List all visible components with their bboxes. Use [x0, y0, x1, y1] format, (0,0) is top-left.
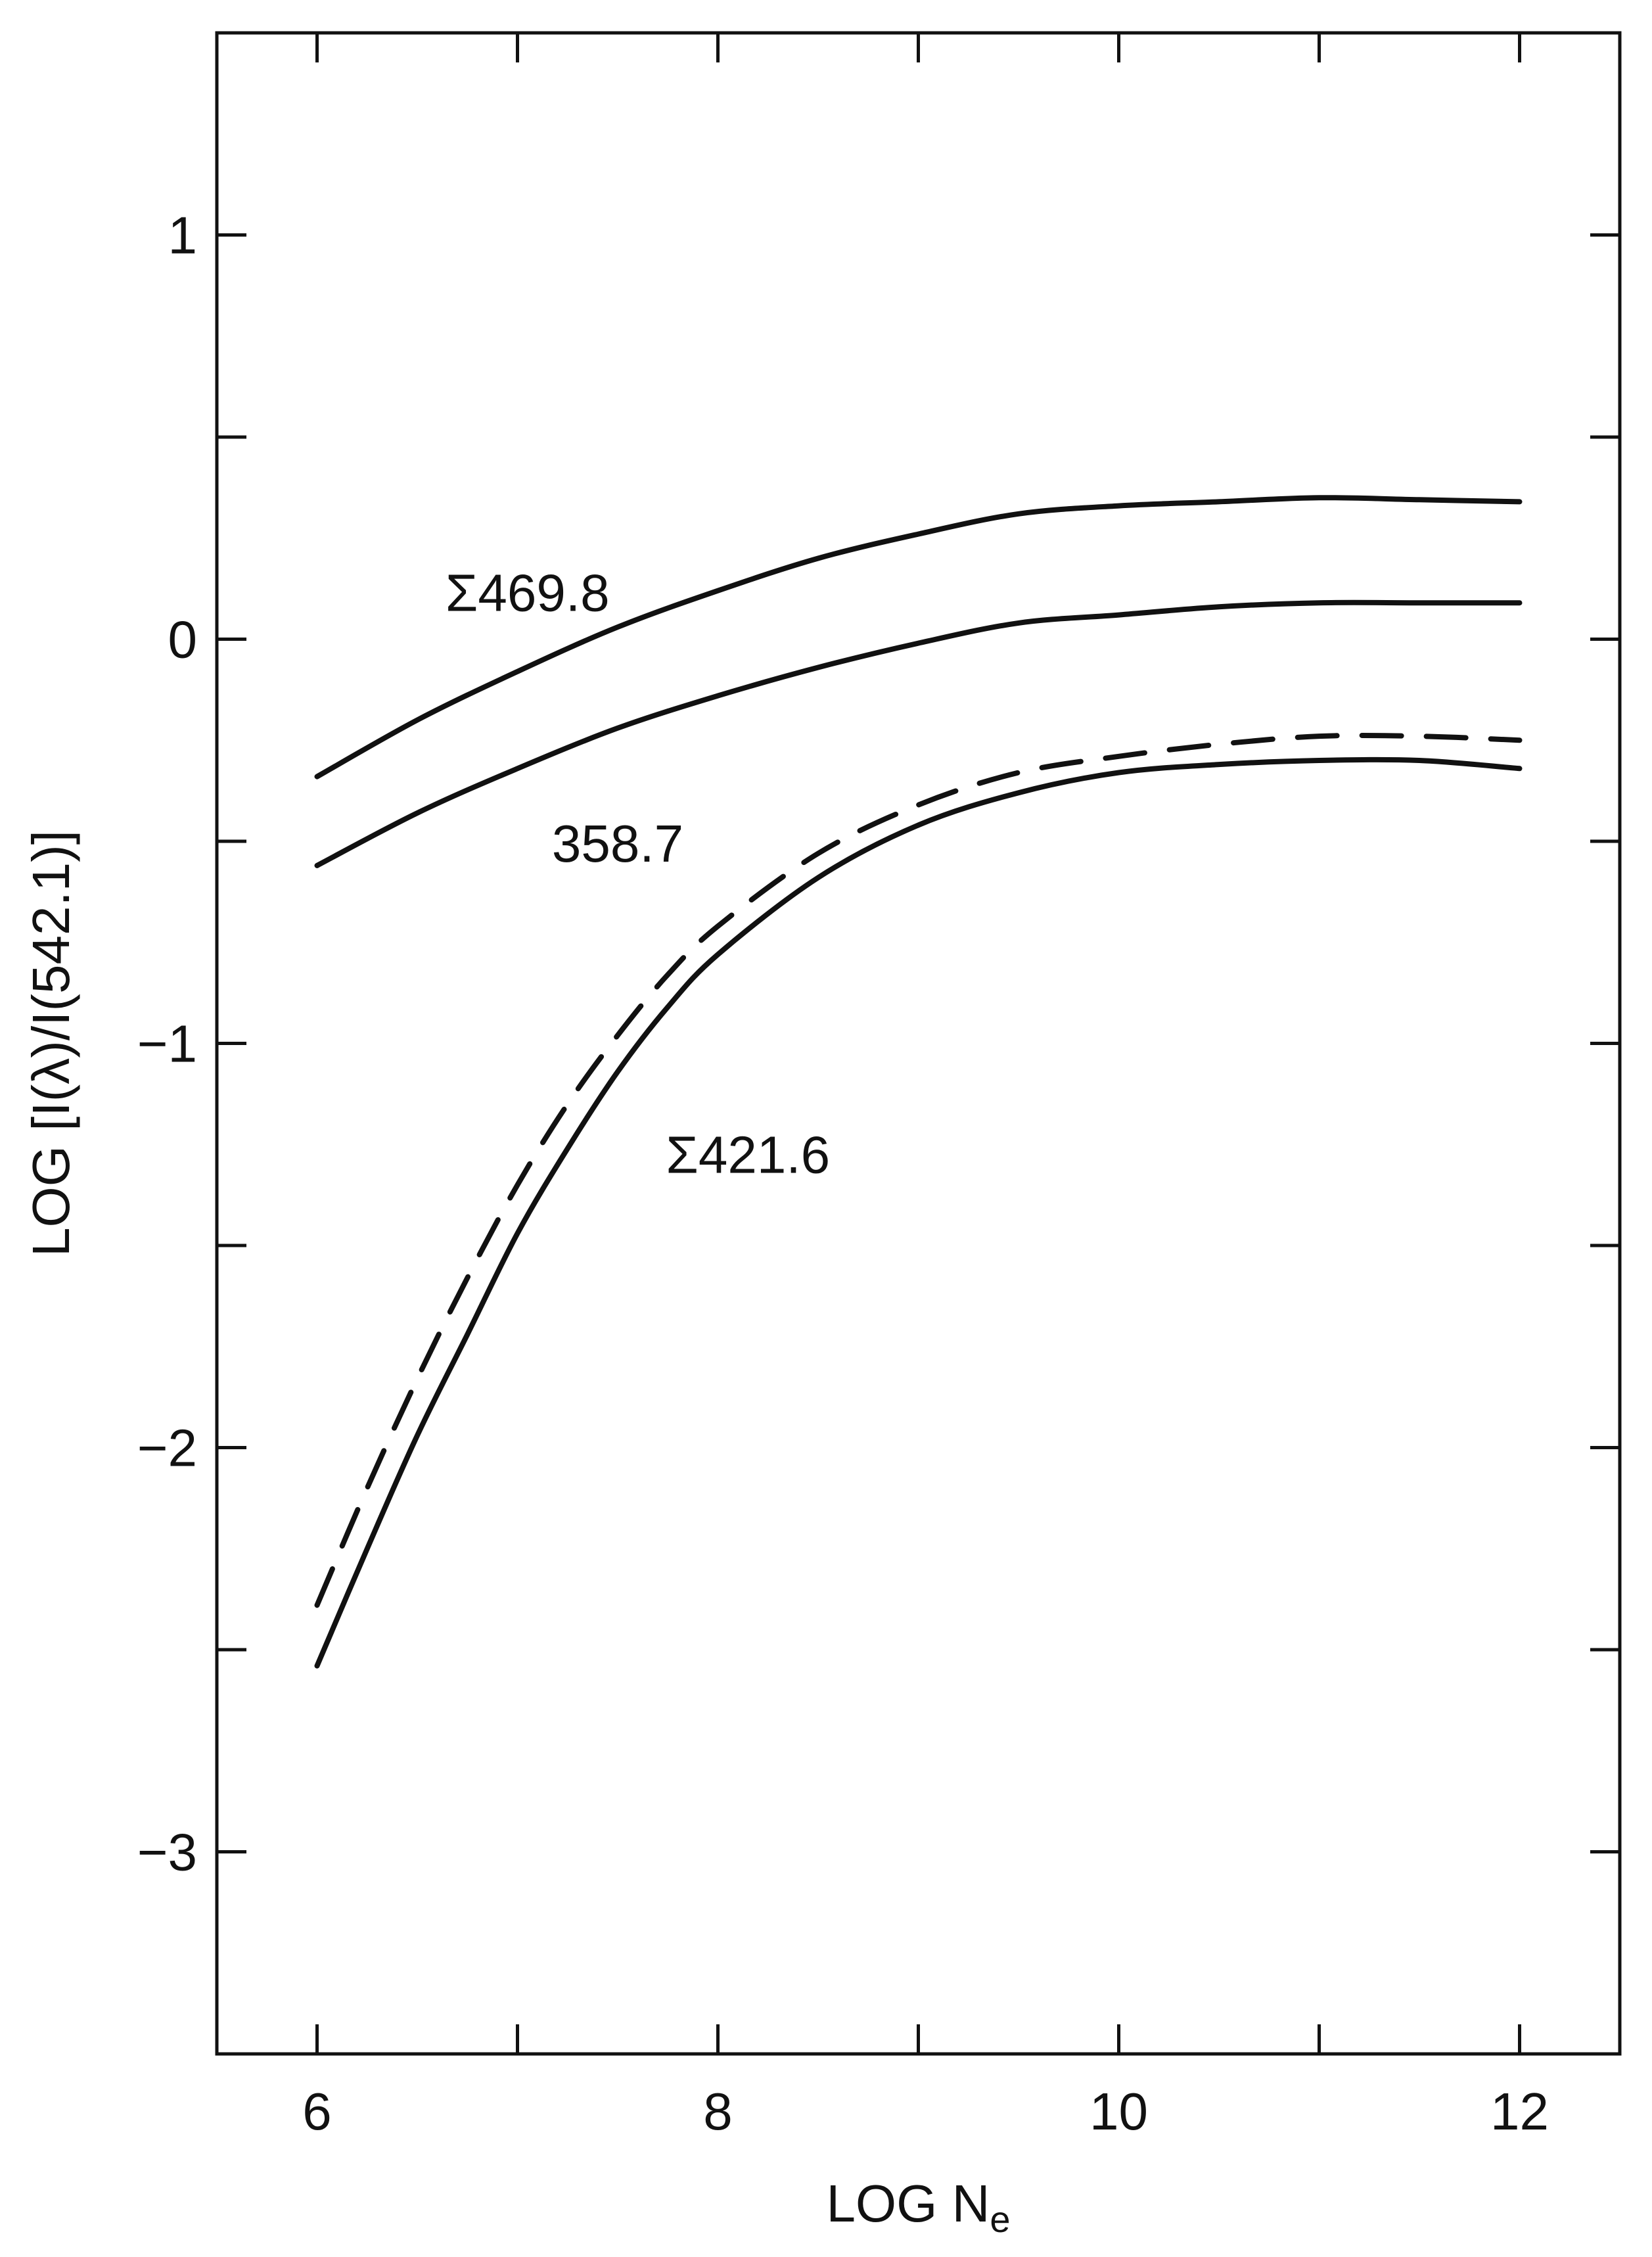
x-tick-label: 10	[1090, 2082, 1148, 2141]
x-axis-label: LOG Ne	[826, 2174, 1010, 2240]
y-tick-label: −1	[137, 1015, 197, 1073]
series-label-2: Σ421.6	[666, 1125, 830, 1184]
series-line-dashed	[314, 732, 1523, 1608]
y-axis-label: LOG [I(λ)/I(542.1)]	[22, 830, 80, 1257]
y-tick-label: −2	[137, 1419, 197, 1478]
y-tick-label: −3	[137, 1823, 197, 1882]
x-axis-label-subscript: e	[990, 2199, 1010, 2240]
series-line-2	[314, 756, 1523, 1669]
x-tick-label: 8	[703, 2082, 733, 2141]
series-layer	[314, 495, 1523, 1669]
series-label-1: 358.7	[552, 814, 683, 873]
x-tick-label: 6	[302, 2082, 332, 2141]
x-axis-label-main: LOG N	[826, 2174, 990, 2233]
series-line-1	[314, 599, 1523, 868]
labels-layer: Σ469.8 358.7 Σ421.6	[446, 563, 830, 1184]
x-tick-label: 12	[1490, 2082, 1549, 2141]
series-label-0: Σ469.8	[446, 563, 610, 622]
y-tick-label: 0	[168, 611, 198, 669]
y-tick-label: 1	[168, 206, 198, 265]
series-line-0	[314, 495, 1523, 779]
